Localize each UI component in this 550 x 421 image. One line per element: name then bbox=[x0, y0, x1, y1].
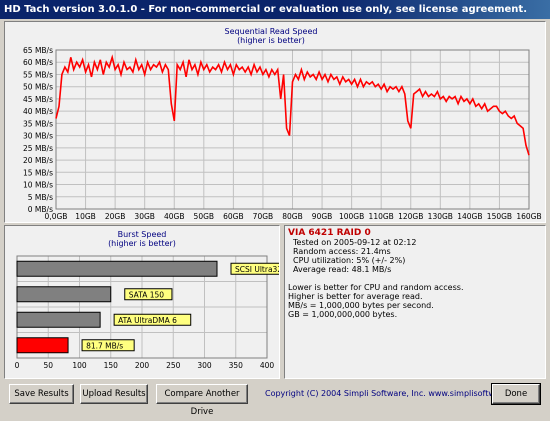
seq-x-tick-label: 30GB bbox=[134, 212, 155, 221]
drive-name: VIA 6421 RAID 0 bbox=[288, 228, 371, 238]
seq-y-tick-label: 65 MB/s bbox=[23, 46, 53, 55]
seq-x-tick-label: 130GB bbox=[428, 212, 453, 221]
window-title-bar: HD Tach version 3.0.1.0 - For non-commer… bbox=[0, 0, 550, 19]
save-results-button[interactable]: Save Results bbox=[9, 384, 74, 404]
drive-info-panel bbox=[284, 225, 546, 379]
burst-bar-label-box bbox=[124, 288, 173, 301]
seq-x-tick-label: 70GB bbox=[253, 212, 274, 221]
seq-y-tick-label: 20 MB/s bbox=[23, 156, 53, 165]
seq-x-tick-label: 120GB bbox=[398, 212, 423, 221]
seq-chart-title: Sequential Read Speed bbox=[225, 27, 318, 36]
seq-y-tick-label: 25 MB/s bbox=[23, 144, 53, 153]
burst-bar-measured bbox=[16, 337, 69, 354]
seq-y-tick-label: 55 MB/s bbox=[23, 70, 53, 79]
seq-y-tick-label: 10 MB/s bbox=[23, 181, 53, 190]
burst-x-tick-label: 200 bbox=[135, 361, 150, 370]
burst-chart-title: Burst Speed bbox=[118, 230, 167, 239]
seq-x-tick-label: 150GB bbox=[487, 212, 512, 221]
compare-another-drive-button[interactable]: Compare Another Drive bbox=[156, 384, 248, 417]
average-read-text: Average read: 48.1 MB/s bbox=[293, 265, 392, 274]
seq-y-tick-label: 45 MB/s bbox=[23, 95, 53, 104]
seq-y-tick-label: 60 MB/s bbox=[23, 58, 53, 67]
burst-x-tick-label: 0 bbox=[15, 361, 20, 370]
seq-x-tick-label: 50GB bbox=[194, 212, 215, 221]
seq-x-tick-label: 80GB bbox=[282, 212, 303, 221]
burst-bar-label: ATA UltraDMA 6 bbox=[118, 316, 177, 325]
tested-on-text: Tested on 2005-09-12 at 02:12 bbox=[293, 238, 417, 247]
seq-x-tick-label: 110GB bbox=[369, 212, 394, 221]
read-speed-line bbox=[55, 54, 530, 156]
upload-results-button[interactable]: Upload Results bbox=[80, 384, 148, 404]
seq-x-tick-label: 60GB bbox=[223, 212, 244, 221]
burst-x-tick-label: 350 bbox=[229, 361, 244, 370]
burst-bar-label-box bbox=[113, 313, 192, 326]
seq-x-tick-label: 20GB bbox=[105, 212, 126, 221]
burst-x-tick-label: 300 bbox=[197, 361, 212, 370]
burst-speed-panel: Burst Speed (higher is better) SCSI Ultr… bbox=[4, 225, 280, 379]
random-access-text: Random access: 21.4ms bbox=[293, 247, 391, 256]
sequential-read-chart: Sequential Read Speed (higher is better)… bbox=[23, 27, 542, 221]
burst-bar-reference bbox=[16, 260, 218, 277]
burst-plot-border bbox=[16, 255, 268, 359]
burst-x-tick-label: 250 bbox=[166, 361, 181, 370]
burst-bar-reference bbox=[16, 311, 101, 328]
seq-x-tick-label: 10GB bbox=[75, 212, 96, 221]
seq-x-tick-label: 0,0GB bbox=[45, 212, 68, 221]
cpu-utilization-text: CPU utilization: 5% (+/- 2%) bbox=[293, 256, 406, 265]
burst-bar-label: 81.7 MB/s bbox=[86, 341, 123, 350]
seq-y-tick-label: 30 MB/s bbox=[23, 132, 53, 141]
seq-x-tick-label: 100GB bbox=[339, 212, 364, 221]
note-line: Lower is better for CPU and random acces… bbox=[288, 283, 464, 292]
burst-x-tick-label: 100 bbox=[72, 361, 87, 370]
seq-x-tick-label: 90GB bbox=[312, 212, 333, 221]
seq-y-tick-label: 15 MB/s bbox=[23, 168, 53, 177]
seq-x-tick-label: 40GB bbox=[164, 212, 185, 221]
seq-y-tick-label: 40 MB/s bbox=[23, 107, 53, 116]
burst-x-tick-label: 150 bbox=[104, 361, 119, 370]
seq-y-tick-label: 0 MB/s bbox=[28, 205, 53, 214]
burst-bar-label-box bbox=[230, 262, 279, 275]
burst-x-tick-label: 400 bbox=[260, 361, 275, 370]
sequential-read-panel: Sequential Read Speed (higher is better)… bbox=[4, 21, 546, 223]
note-line: MB/s = 1,000,000 bytes per second. bbox=[288, 301, 434, 310]
seq-plot-border bbox=[55, 49, 530, 210]
done-button[interactable]: Done bbox=[491, 383, 541, 405]
seq-y-tick-label: 5 MB/s bbox=[28, 193, 53, 202]
note-line: Higher is better for average read. bbox=[288, 292, 423, 301]
burst-speed-chart: Burst Speed (higher is better) SCSI Ultr… bbox=[15, 230, 279, 370]
copyright-text: Copyright (C) 2004 Simpli Software, Inc.… bbox=[265, 389, 528, 398]
burst-bar-label-box bbox=[81, 339, 135, 352]
burst-chart-subtitle: (higher is better) bbox=[108, 239, 176, 248]
burst-bar-label: SATA 150 bbox=[129, 290, 165, 299]
seq-chart-subtitle: (higher is better) bbox=[237, 36, 305, 45]
burst-bar-label: SCSI Ultra320 bbox=[235, 265, 279, 274]
note-line: GB = 1,000,000,000 bytes. bbox=[288, 310, 398, 319]
burst-x-tick-label: 50 bbox=[43, 361, 53, 370]
window-title: HD Tach version 3.0.1.0 - For non-commer… bbox=[4, 4, 527, 15]
seq-x-tick-label: 140GB bbox=[457, 212, 482, 221]
seq-x-tick-label: 160GB bbox=[516, 212, 541, 221]
seq-y-tick-label: 50 MB/s bbox=[23, 83, 53, 92]
burst-bar-reference bbox=[16, 286, 112, 303]
seq-y-tick-label: 35 MB/s bbox=[23, 119, 53, 128]
